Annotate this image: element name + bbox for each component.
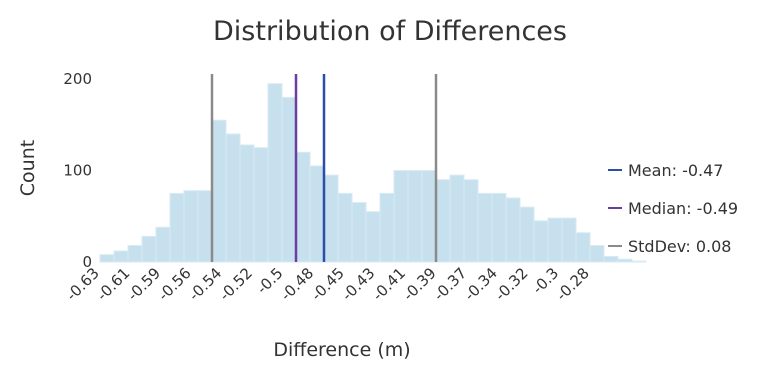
histogram-bar	[267, 83, 283, 263]
x-tick-label: -0.56	[155, 264, 195, 304]
x-tick-label: -0.41	[369, 264, 409, 304]
y-axis-ticks: 0 100 200	[63, 70, 92, 271]
legend-label-mean: Mean: -0.47	[628, 161, 723, 180]
x-tick-label: -0.45	[308, 264, 348, 304]
histogram-bar	[575, 232, 591, 263]
x-axis-title: Difference (m)	[273, 339, 410, 361]
histogram-bar	[337, 192, 353, 263]
reference-lines	[210, 74, 438, 262]
legend-label-median: Median: -0.49	[628, 199, 738, 218]
x-tick-label: -0.39	[400, 264, 440, 304]
x-tick-label: -0.52	[216, 264, 256, 304]
histogram-bar	[505, 197, 521, 263]
histogram-bar	[295, 151, 311, 263]
histogram-bar	[113, 250, 129, 263]
chart-title: Distribution of Differences	[213, 16, 567, 47]
x-axis-ticks: -0.63-0.61-0.59-0.56-0.54-0.52-0.5-0.48-…	[63, 264, 593, 304]
histogram-bar	[603, 256, 619, 263]
histogram-bar	[477, 192, 493, 263]
histogram-bar	[99, 254, 115, 263]
y-tick-label: 100	[63, 162, 92, 180]
histogram-bar	[589, 245, 605, 263]
histogram-bar	[463, 179, 479, 263]
y-axis-title: Count	[17, 140, 39, 196]
histogram-bar	[281, 96, 297, 263]
histogram-bar	[351, 202, 367, 263]
x-tick-label: -0.34	[461, 264, 501, 304]
histogram-bar	[323, 174, 339, 263]
chart-legend: Mean: -0.47 Median: -0.49 StdDev: 0.08	[608, 161, 738, 256]
histogram-bar	[547, 217, 563, 263]
x-tick-label: -0.59	[124, 264, 164, 304]
x-tick-label: -0.28	[553, 264, 593, 304]
histogram-bar	[407, 170, 423, 263]
x-tick-label: -0.48	[277, 264, 317, 304]
histogram-bar	[309, 165, 325, 263]
histogram-bar	[435, 179, 451, 263]
histogram-bar	[379, 192, 395, 263]
histogram-bar	[631, 260, 647, 263]
histogram-bar	[239, 144, 255, 263]
histogram-bar	[533, 220, 549, 263]
histogram-bar	[225, 133, 241, 263]
histogram-bar	[183, 190, 199, 263]
x-tick-label: -0.37	[430, 264, 470, 304]
histogram-bar	[519, 206, 535, 263]
histogram-bar	[155, 226, 171, 263]
histogram-bar	[561, 217, 577, 263]
histogram-bar	[169, 192, 185, 263]
x-tick-label: -0.63	[63, 264, 103, 304]
y-tick-label: 200	[63, 70, 92, 88]
histogram-bar	[365, 211, 381, 263]
histogram-bar	[253, 147, 269, 263]
histogram-bar	[393, 170, 409, 263]
y-tick-label: 0	[82, 253, 92, 271]
x-tick-label: -0.32	[491, 264, 531, 304]
x-tick-label: -0.54	[185, 264, 225, 304]
histogram-bar	[617, 258, 633, 263]
histogram-bar	[449, 174, 465, 263]
histogram-bar	[491, 192, 507, 263]
histogram-bar	[141, 235, 157, 263]
histogram-bars	[99, 83, 647, 263]
histogram-bar	[211, 119, 227, 263]
legend-label-stddev: StdDev: 0.08	[628, 237, 731, 256]
histogram-bar	[127, 245, 143, 263]
histogram-bar	[421, 170, 437, 263]
x-tick-label: -0.61	[93, 264, 133, 304]
histogram-bar	[197, 190, 213, 263]
x-tick-label: -0.43	[338, 264, 378, 304]
